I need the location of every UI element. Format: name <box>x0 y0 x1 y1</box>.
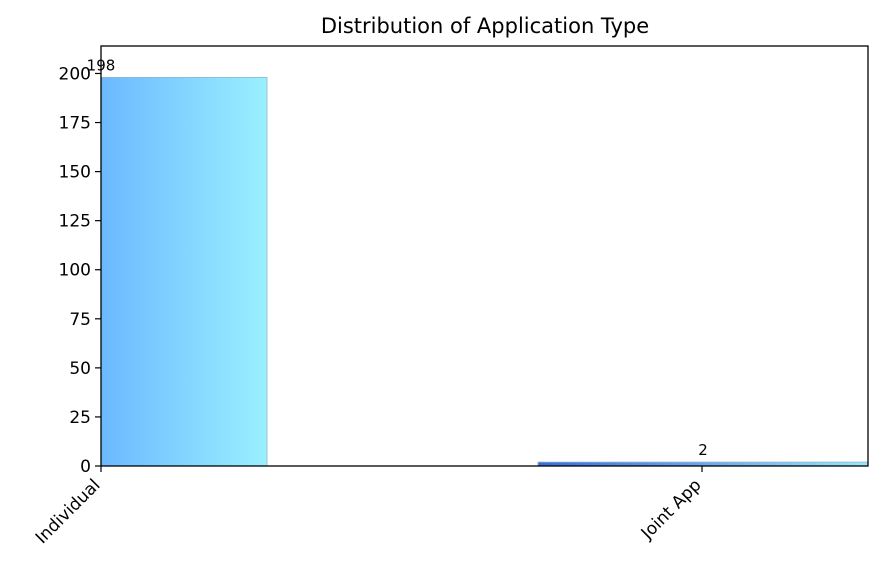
x-tick-label: Joint App <box>637 475 706 544</box>
bars-layer <box>100 77 869 467</box>
y-axis-ticks: 0 25 50 75 100 125 150 175 200 <box>59 64 101 477</box>
y-tick-label: 0 <box>80 457 91 477</box>
y-tick-label: 75 <box>69 310 91 330</box>
y-tick-label: 175 <box>59 114 91 134</box>
x-axis-ticks: Individual Joint App <box>32 466 706 548</box>
y-tick-label: 150 <box>59 163 91 183</box>
y-tick-label: 25 <box>69 408 91 428</box>
chart-title: Distribution of Application Type <box>321 14 649 38</box>
x-tick-label: Individual <box>32 475 105 548</box>
bar-individual <box>100 77 268 467</box>
plot-frame <box>100 45 869 467</box>
data-label: 2 <box>698 441 708 459</box>
y-tick-label: 125 <box>59 212 91 232</box>
y-tick-label: 200 <box>59 64 91 84</box>
y-tick-label: 100 <box>59 261 91 281</box>
y-tick-label: 50 <box>69 359 91 379</box>
